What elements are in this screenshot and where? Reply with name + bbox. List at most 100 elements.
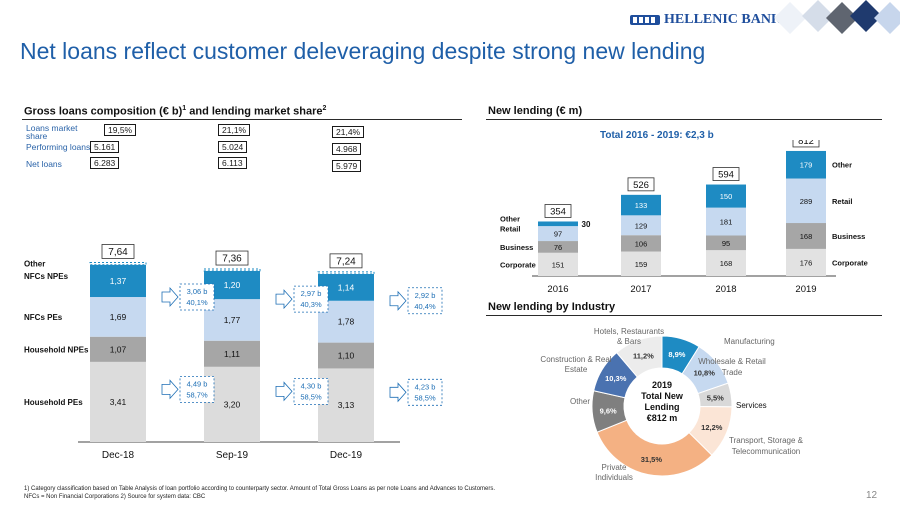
gross-annotation-value-lower-1: 4,30 b — [301, 381, 322, 390]
newlend-total-2018: 594 — [718, 170, 734, 181]
gross-value-nfcs-npes-dec-18: 1,37 — [110, 276, 127, 286]
metric-value-market-share-sep19: 21,1% — [218, 124, 251, 136]
metric-label-performing-loans: Performing loans — [26, 142, 91, 152]
metric-label-market-share: Loans market share — [26, 123, 78, 141]
newlend-value-business-2016: 76 — [554, 243, 562, 252]
gross-annotation-share-upper-0: 40,1% — [186, 298, 208, 307]
metric-value-performing-sep19: 5.024 — [218, 141, 248, 153]
gross-annotation-box-lower-1 — [293, 377, 329, 405]
newlend-bar-corporate-2016 — [538, 252, 578, 276]
gross-annotation-value-upper-2: 2,92 b — [415, 291, 436, 300]
industry-heading-rule — [486, 315, 882, 316]
gross-series-label-household-npes: Household NPEs — [24, 345, 89, 354]
gross-annotation-share-lower-2: 58,5% — [414, 393, 436, 402]
metric-value-market-share-dec19: 21,4% — [332, 126, 365, 138]
gross-value-household-pes-dec-18: 3,41 — [110, 397, 127, 407]
newlend-row-label-left-business: Business — [500, 243, 533, 252]
bank-logo-icon — [630, 15, 660, 25]
donut-value-construction-real-estate: 10,3% — [605, 374, 627, 383]
gross-bar-household-npes-sep-19 — [204, 340, 260, 367]
gross-total-dec-18: 7,64 — [108, 247, 128, 258]
donut-value-private-individuals: 31,5% — [641, 455, 663, 464]
gross-annotation-share-lower-0: 58,7% — [186, 390, 208, 399]
gross-total-box-sep-19 — [215, 250, 249, 266]
donut-center-text-3: €812 m — [647, 413, 678, 423]
metric-value-net-dec18: 6.283 — [90, 157, 120, 169]
donut-slice-private-individuals — [596, 419, 713, 477]
newlend-value-retail-2016: 97 — [554, 230, 562, 239]
footnote-line-2: NFCs = Non Financial Corporations 2) Sou… — [24, 494, 206, 500]
newlend-bar-retail-2018 — [706, 207, 746, 236]
gross-value-household-npes-dec-19: 1,10 — [338, 351, 355, 361]
footnote-line-1: 1) Category classification based on Tabl… — [24, 486, 496, 492]
donut-value-wholesale-retail-trade: 10,8% — [694, 368, 716, 377]
newlend-total-2019: 812 — [798, 140, 814, 147]
gross-bar-other-dec-18 — [89, 261, 147, 266]
gross-series-label-nfcs-pes: NFCs PEs — [24, 313, 63, 322]
industry-heading: New lending by Industry — [488, 301, 616, 313]
newlend-total-box-2017 — [627, 177, 655, 192]
donut-label-manufacturing-0: Manufacturing — [724, 337, 775, 346]
newlend-bar-other-2019 — [786, 150, 826, 179]
gross-bar-nfcs-pes-dec-18 — [90, 297, 146, 337]
page-number: 12 — [866, 490, 878, 501]
gross-bar-nfcs-npes-dec-18 — [90, 264, 146, 298]
page-title: Net loans reflect customer deleveraging … — [20, 38, 706, 64]
newlend-category-2016: 2016 — [547, 284, 568, 295]
left-heading-rule — [22, 119, 462, 120]
newlend-value-retail-2017: 129 — [635, 221, 648, 230]
gross-value-household-npes-sep-19: 1,11 — [224, 349, 240, 359]
gross-bar-household-npes-dec-19 — [318, 342, 374, 369]
new-lending-heading: New lending (€ m) — [488, 105, 583, 117]
gross-annotation-share-upper-2: 40,4% — [414, 302, 436, 311]
gross-category-dec-18: Dec-18 — [102, 450, 135, 461]
newlend-value-other-2019: 179 — [800, 161, 813, 170]
newlend-row-label-left-retail: Retail — [500, 225, 520, 234]
gross-bar-household-pes-dec-18 — [90, 361, 146, 442]
newlend-row-label-right-corporate: Corporate — [832, 258, 868, 267]
donut-label-services-0: Services — [736, 401, 767, 410]
newlend-bar-business-2017 — [621, 235, 661, 252]
gross-total-sep-19: 7,36 — [222, 254, 242, 265]
gross-total-box-dec-18 — [101, 244, 135, 259]
donut-label-construction-real-estate-0: Construction & Real — [540, 355, 611, 364]
gross-annotation-value-upper-1: 2,97 b — [301, 289, 322, 298]
newlend-value-corporate-2017: 159 — [635, 260, 648, 269]
donut-slice-hotels-restaurants-bars — [616, 335, 663, 378]
newlend-bar-business-2016 — [538, 241, 578, 253]
newlend-value-business-2019: 168 — [800, 232, 813, 241]
gross-value-household-pes-sep-19: 3,20 — [224, 399, 241, 409]
donut-value-hotels-restaurants-bars: 11,2% — [633, 351, 654, 360]
gross-annotation-box-lower-2 — [407, 378, 443, 406]
gross-arrow-icon-upper-2 — [389, 290, 407, 311]
gross-arrow-icon-upper-0 — [161, 286, 179, 308]
gross-annotation-box-upper-0 — [179, 283, 215, 311]
newlend-row-label-right-business: Business — [832, 232, 865, 241]
page-header: HELLENIC BANK — [0, 0, 900, 36]
newlend-bar-business-2018 — [706, 235, 746, 251]
metric-value-net-dec19: 5.979 — [332, 160, 362, 172]
left-heading-mid: and lending market share — [186, 105, 323, 118]
donut-label-wholesale-retail-trade-1: Trade — [722, 368, 743, 377]
newlend-total-2017: 526 — [633, 180, 649, 191]
donut-center-text-2: Lending — [645, 402, 680, 412]
newlend-category-2019: 2019 — [795, 284, 816, 295]
new-lending-heading-rule — [486, 119, 882, 120]
donut-label-private-individuals-0: Private — [602, 463, 627, 472]
gross-category-dec-19: Dec-19 — [330, 450, 363, 461]
newlend-value-retail-2018: 181 — [720, 218, 733, 227]
newlend-row-label-left-corporate: Corporate — [500, 260, 536, 269]
gross-arrow-icon-lower-1 — [275, 381, 293, 402]
left-section-heading: Gross loans composition (€ b)1 and lendi… — [24, 105, 326, 118]
gross-arrow-icon-lower-0 — [161, 379, 179, 400]
left-heading-sup2: 2 — [322, 105, 327, 112]
gross-category-sep-19: Sep-19 — [216, 450, 249, 461]
gross-value-nfcs-npes-sep-19: 1,20 — [224, 280, 241, 290]
left-heading-text: Gross loans composition (€ b) — [24, 105, 183, 118]
donut-value-transport-storage-telecommunication: 12,2% — [701, 423, 723, 432]
gross-arrow-icon-lower-2 — [389, 382, 407, 403]
newlend-bar-corporate-2017 — [621, 251, 661, 276]
newlend-bar-corporate-2018 — [706, 250, 746, 276]
metric-value-performing-dec18: 5.161 — [90, 141, 120, 153]
gross-annotation-value-upper-0: 3,06 b — [187, 287, 208, 296]
